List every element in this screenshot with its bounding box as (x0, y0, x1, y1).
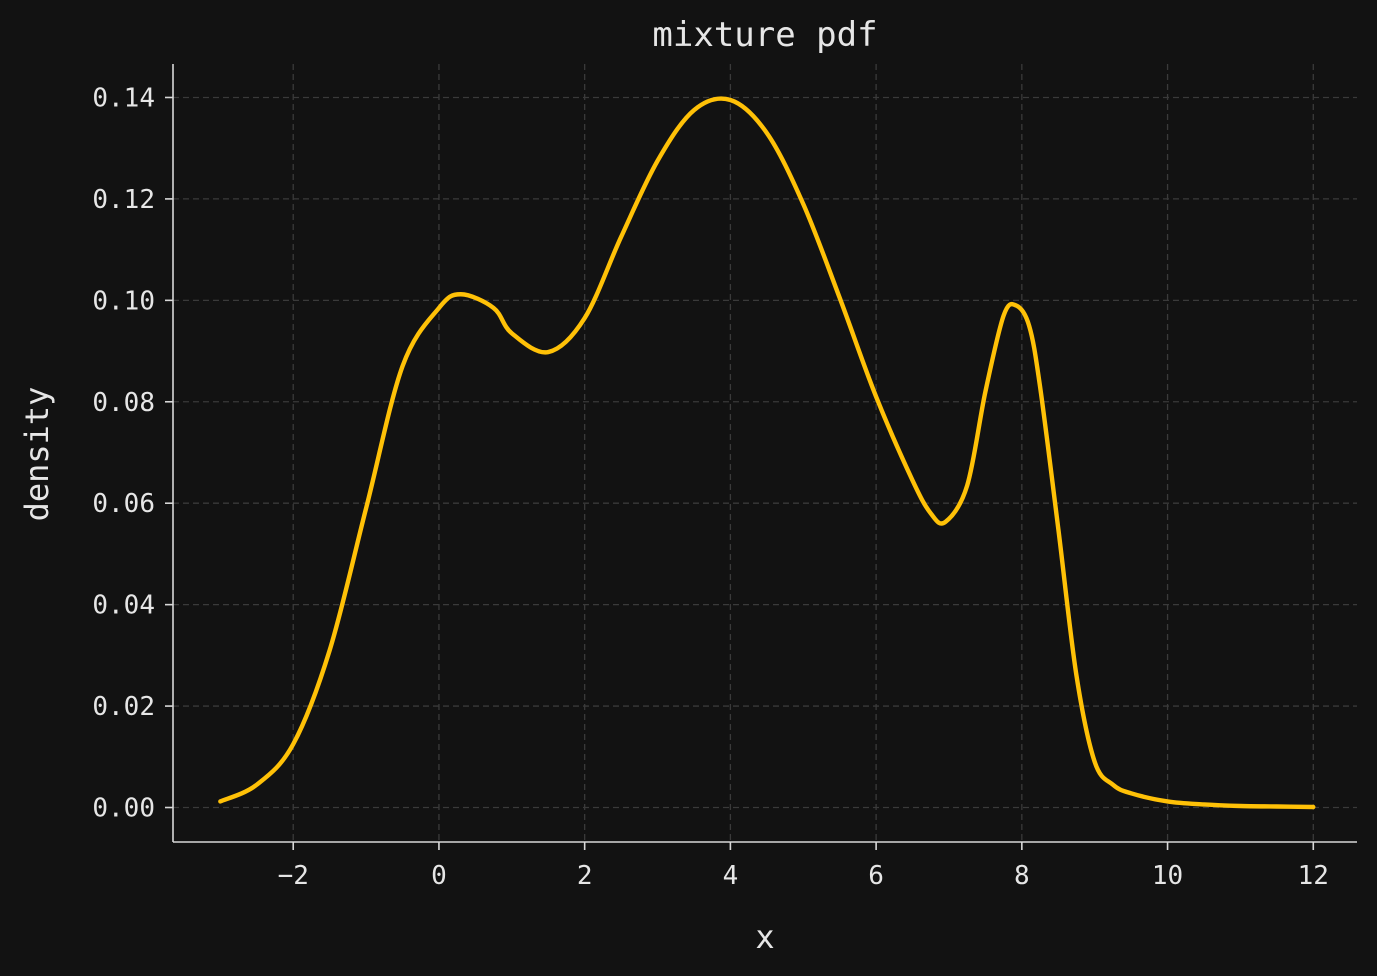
x-tick-label: 0 (431, 861, 447, 891)
x-axis-label: x (755, 918, 774, 956)
y-tick-label: 0.04 (92, 591, 155, 621)
x-tick-label: 4 (723, 861, 739, 891)
y-tick-label: 0.14 (92, 83, 155, 113)
x-tick-label: 2 (577, 861, 593, 891)
axes (172, 64, 1357, 843)
y-tick-label: 0.00 (92, 794, 155, 824)
x-tick-label: 10 (1152, 861, 1183, 891)
y-tick-label: 0.06 (92, 489, 155, 519)
x-tick-label: 6 (868, 861, 884, 891)
tick-labels: −2 0 2 4 6 8 10 12 0.00 0.02 0.04 0.06 0.08 0.10 0.12 0… (92, 83, 1329, 891)
x-tick-label: 8 (1014, 861, 1030, 891)
series-layer (218, 96, 1316, 810)
y-tick-label: 0.02 (92, 692, 155, 722)
y-tick-label: 0.12 (92, 185, 155, 215)
mixture-pdf-line (218, 96, 1316, 810)
y-axis-label: density (18, 387, 56, 522)
chart-title: mixture pdf (652, 15, 877, 55)
x-tick-label: −2 (278, 861, 309, 891)
y-tick-label: 0.08 (92, 388, 155, 418)
y-tick-label: 0.10 (92, 286, 155, 316)
x-tick-label: 12 (1298, 861, 1329, 891)
grid-lines (173, 64, 1357, 842)
